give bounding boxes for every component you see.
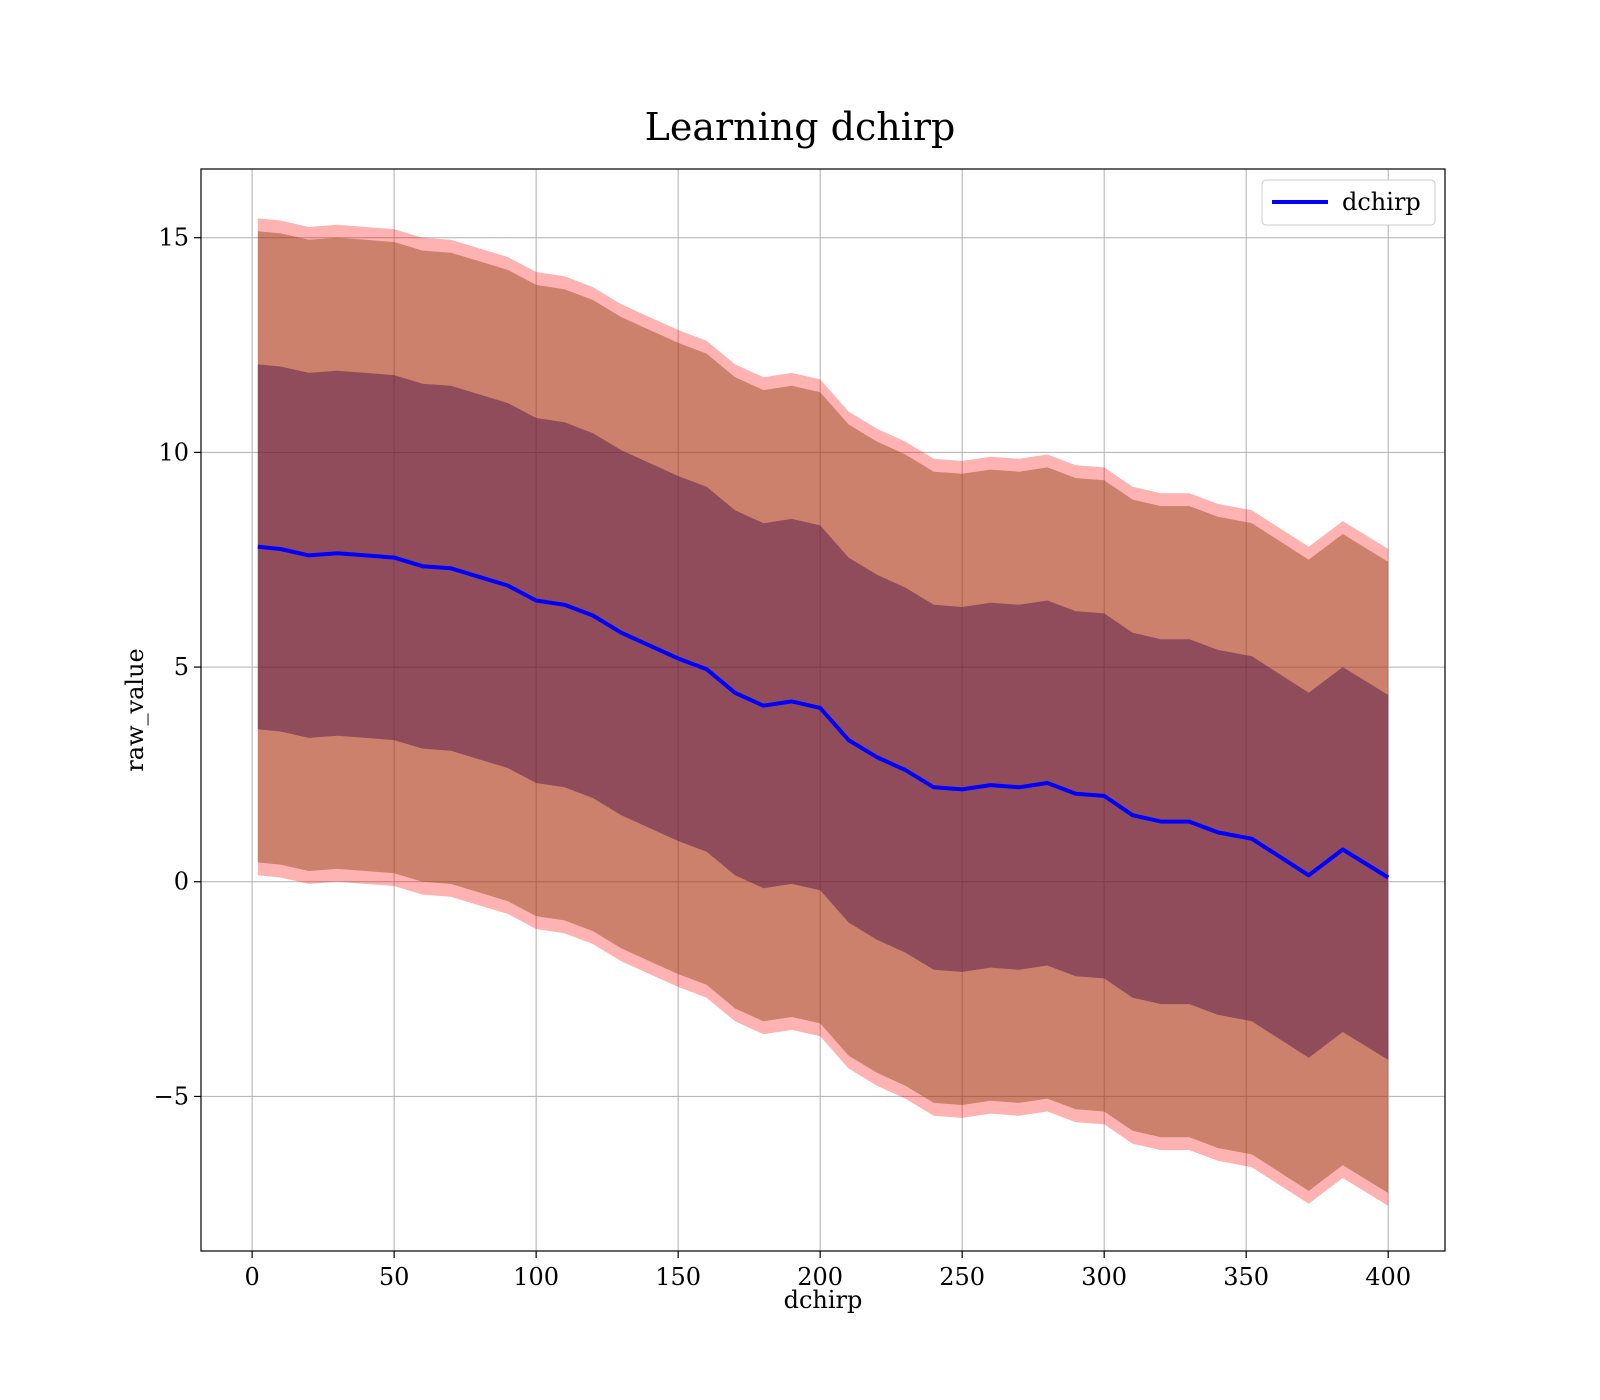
x-tick-label: 0 — [244, 1263, 259, 1291]
x-tick-label: 300 — [1081, 1263, 1127, 1291]
x-tick-label: 350 — [1223, 1263, 1269, 1291]
x-tick-label: 200 — [797, 1263, 843, 1291]
y-tick-label: 5 — [174, 653, 189, 681]
x-axis-label: dchirp — [784, 1286, 863, 1314]
x-tick-label: 50 — [379, 1263, 410, 1291]
series-lines — [257, 544, 1390, 880]
x-tick-label: 250 — [939, 1263, 985, 1291]
x-tick-label: 400 — [1365, 1263, 1411, 1291]
y-ticks: −5 0 5 10 15 — [154, 224, 201, 1110]
legend-entry-dchirp: dchirp — [1342, 188, 1421, 216]
series-line-dchirp — [257, 544, 1390, 880]
chart-title: Learning dchirp — [645, 105, 956, 149]
y-tick-label: 0 — [174, 868, 189, 896]
x-tick-label: 100 — [513, 1263, 559, 1291]
x-ticks: 0 50 100 150 200 250 300 350 400 — [244, 1251, 1411, 1291]
x-tick-label: 150 — [655, 1263, 701, 1291]
y-tick-label: −5 — [154, 1082, 189, 1110]
plot-frame — [200, 168, 1446, 1252]
legend-box — [1261, 179, 1436, 226]
y-tick-label: 15 — [158, 224, 189, 252]
y-axis-label: raw_value — [121, 648, 149, 772]
y-tick-label: 10 — [158, 438, 189, 466]
legend: dchirp — [1261, 179, 1436, 226]
